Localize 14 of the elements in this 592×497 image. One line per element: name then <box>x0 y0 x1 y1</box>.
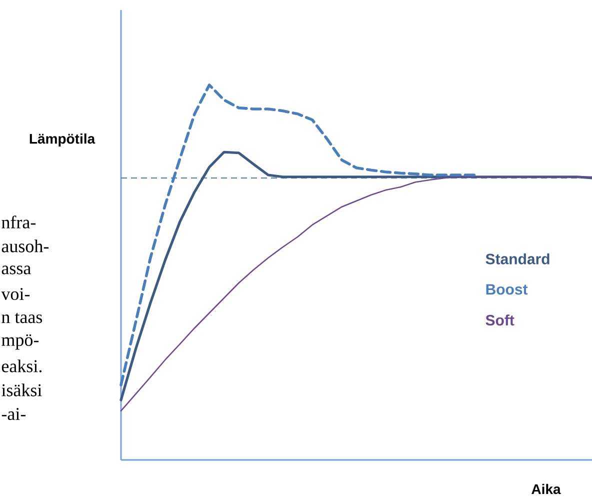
text: Standard <box>486 253 550 264</box>
text: isäksi <box>2 384 42 396</box>
text: nfra- <box>2 216 36 228</box>
text: Boost <box>486 284 528 295</box>
text: -ai- <box>2 408 26 420</box>
text: voi- <box>1 288 30 300</box>
x-axis-title: Aika <box>532 484 561 494</box>
text: ausoh- <box>2 240 49 252</box>
text: eaksi. <box>2 360 42 372</box>
text: assa <box>2 266 31 274</box>
text: mpö- <box>2 334 39 350</box>
text: Soft <box>486 314 514 326</box>
y-axis-title: Lämpötila <box>30 133 96 147</box>
text: n taas <box>2 312 42 324</box>
